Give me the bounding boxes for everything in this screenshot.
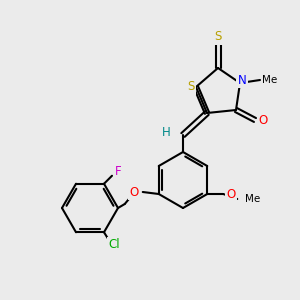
Text: O: O <box>130 185 139 199</box>
Text: S: S <box>214 31 222 44</box>
Text: N: N <box>238 74 246 86</box>
Text: O: O <box>258 113 268 127</box>
Text: O: O <box>226 188 236 200</box>
Text: Cl: Cl <box>108 238 120 251</box>
Text: F: F <box>115 165 121 178</box>
Text: H: H <box>162 125 170 139</box>
Text: Me: Me <box>245 194 260 204</box>
Text: Me: Me <box>262 75 278 85</box>
Text: S: S <box>187 80 195 94</box>
